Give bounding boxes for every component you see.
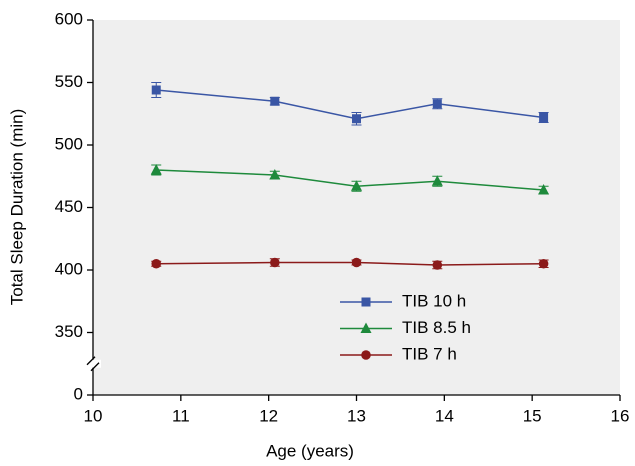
x-tick-label: 13 bbox=[347, 406, 366, 425]
marker bbox=[269, 169, 281, 180]
y-tick-label: 450 bbox=[55, 197, 83, 216]
x-axis-label: Age (years) bbox=[266, 441, 354, 460]
marker bbox=[431, 175, 443, 186]
y-tick-label: 500 bbox=[55, 134, 83, 153]
marker bbox=[270, 257, 280, 268]
marker bbox=[352, 114, 361, 124]
x-tick-label: 12 bbox=[259, 406, 278, 425]
marker bbox=[539, 113, 549, 122]
marker bbox=[150, 164, 162, 175]
marker bbox=[538, 258, 549, 269]
legend-label: TIB 7 h bbox=[402, 344, 457, 363]
marker bbox=[432, 99, 442, 109]
marker bbox=[361, 350, 371, 360]
marker bbox=[432, 260, 443, 270]
legend-label: TIB 8.5 h bbox=[402, 318, 471, 337]
marker bbox=[151, 85, 161, 95]
marker bbox=[270, 96, 280, 106]
x-tick-label: 10 bbox=[84, 406, 103, 425]
y-tick-label: 550 bbox=[55, 72, 83, 91]
marker bbox=[151, 258, 162, 269]
y-tick-label: 600 bbox=[55, 9, 83, 28]
axis-break bbox=[86, 356, 96, 366]
marker bbox=[351, 180, 362, 191]
plot-area bbox=[93, 20, 620, 395]
axis-break bbox=[90, 362, 100, 372]
marker bbox=[538, 184, 550, 195]
legend-label: TIB 10 h bbox=[402, 291, 466, 310]
y-axis-label: Total Sleep Duration (min) bbox=[7, 109, 26, 306]
y-tick-label: 0 bbox=[74, 384, 83, 403]
x-tick-label: 15 bbox=[523, 406, 542, 425]
axis-break-gap bbox=[85, 359, 101, 368]
marker bbox=[361, 297, 371, 307]
marker bbox=[360, 322, 372, 333]
marker bbox=[351, 257, 362, 268]
x-tick-label: 14 bbox=[435, 406, 454, 425]
y-tick-label: 400 bbox=[55, 259, 83, 278]
x-tick-label: 11 bbox=[172, 406, 190, 425]
x-tick-label: 16 bbox=[611, 406, 630, 425]
y-tick-label: 350 bbox=[55, 322, 83, 341]
